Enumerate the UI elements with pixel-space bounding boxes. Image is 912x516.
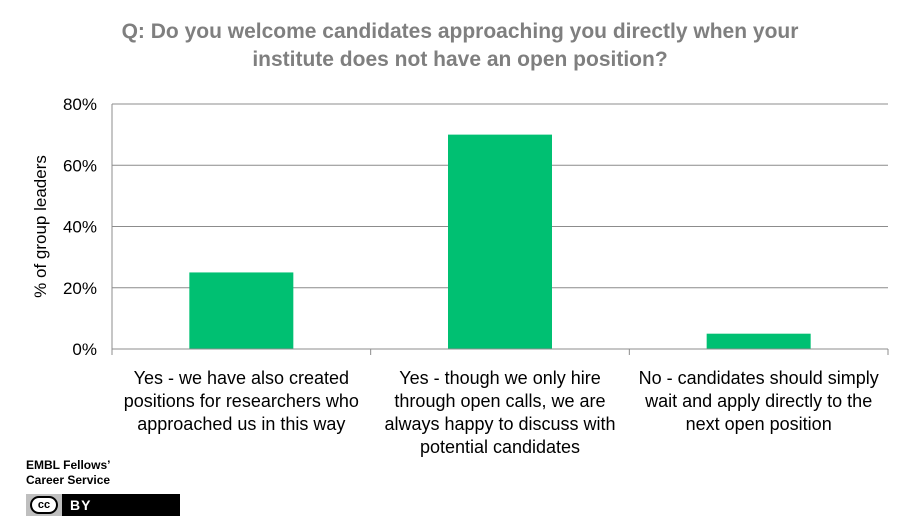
x-category-label-line: positions for researchers who (123, 391, 359, 411)
cc-by-license-badge: cc BY (26, 494, 180, 516)
y-axis-label: % of group leaders (31, 155, 50, 298)
bar-2 (706, 333, 811, 349)
x-category-label: No - candidates should simply wait and ap… (634, 367, 884, 436)
x-category-label-line: Yes - though we only hire (399, 368, 601, 388)
y-tick-label: 0% (72, 340, 97, 359)
x-category-label-line: approached us in this way (137, 414, 346, 434)
bar-1 (448, 134, 552, 349)
x-category-label-line: wait and apply directly to the (645, 391, 873, 411)
y-tick-label: 60% (63, 156, 97, 175)
x-category-label: Yes - though we only hire through open ca… (375, 367, 625, 459)
cc-ring: cc (30, 496, 58, 514)
x-category-label-line: potential candidates (419, 437, 581, 457)
y-tick-label: 20% (63, 279, 97, 298)
cc-icon: cc (26, 494, 62, 516)
x-category-label-line: next open position (685, 414, 832, 434)
credit-line-1: EMBL Fellows’ (26, 458, 111, 472)
chart-title: Q: Do you welcome candidates approaching… (60, 18, 860, 74)
x-category-label-line: Yes - we have also created (133, 368, 350, 388)
x-category-label: Yes - we have also created positions for … (116, 367, 366, 436)
by-label: BY (70, 497, 92, 513)
y-tick-label: 40% (63, 218, 97, 237)
credit-line-2: Career Service (26, 473, 111, 487)
x-category-label-line: always happy to discuss with (384, 414, 616, 434)
chart-title-line-1: Q: Do you welcome candidates approaching… (121, 20, 799, 43)
x-category-label-line: through open calls, we are (394, 391, 606, 411)
credit-text: EMBL Fellows’ Career Service (26, 458, 110, 488)
chart-title-line-2: institute does not have an open position… (252, 48, 668, 71)
x-category-label-line: No - candidates should simply (638, 368, 879, 388)
y-tick-label: 80% (63, 95, 97, 114)
bar-0 (189, 272, 294, 349)
